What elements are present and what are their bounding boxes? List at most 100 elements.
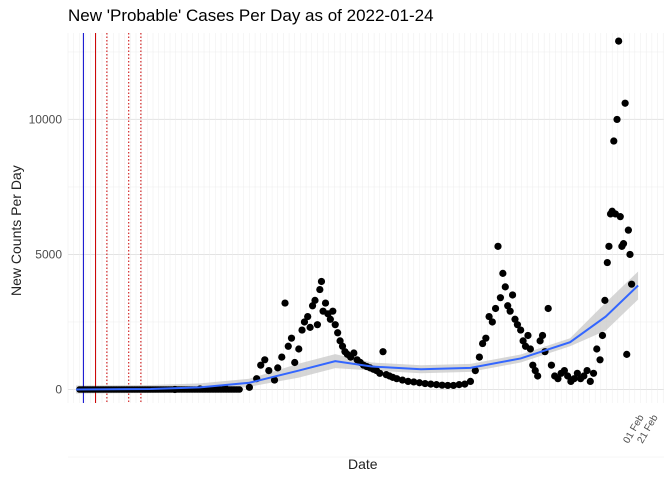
- data-point: [554, 375, 562, 383]
- data-point: [449, 381, 458, 390]
- data-point: [491, 304, 500, 313]
- y-tick-label: 5000: [35, 247, 62, 261]
- data-point: [511, 315, 519, 323]
- data-point: [616, 213, 624, 221]
- data-point: [274, 364, 282, 372]
- data-point: [410, 378, 418, 386]
- data-point: [485, 312, 493, 321]
- data-point: [623, 350, 631, 358]
- data-point: [461, 380, 469, 388]
- plot-panel: [68, 33, 664, 403]
- data-point: [529, 361, 537, 369]
- data-point: [379, 348, 387, 356]
- data-point: [560, 366, 568, 375]
- data-point: [393, 375, 401, 383]
- data-point: [624, 226, 632, 234]
- data-point: [313, 321, 322, 329]
- data-point: [615, 37, 623, 45]
- data-point: [278, 353, 286, 361]
- data-point: [317, 277, 326, 286]
- data-point: [338, 342, 347, 350]
- data-point: [316, 285, 324, 294]
- data-point: [626, 250, 634, 259]
- data-point: [376, 369, 384, 377]
- data-point: [336, 337, 344, 345]
- data-point: [257, 361, 265, 369]
- data-point: [544, 304, 552, 313]
- data-point: [306, 323, 314, 331]
- data-point: [628, 280, 636, 288]
- data-point: [580, 372, 588, 380]
- data-point: [513, 321, 522, 329]
- data-point: [526, 345, 534, 353]
- data-point: [261, 356, 269, 364]
- data-point: [601, 296, 609, 304]
- data-point: [287, 334, 296, 342]
- data-point: [517, 326, 525, 334]
- x-axis-label: Date: [348, 456, 378, 472]
- data-point: [432, 381, 441, 389]
- data-point: [583, 366, 591, 375]
- trend-layer: [76, 284, 639, 391]
- data-point: [547, 361, 556, 369]
- data-point: [519, 337, 527, 345]
- data-point: [570, 375, 578, 383]
- data-point: [171, 385, 179, 394]
- data-point: [427, 380, 435, 388]
- data-point: [438, 381, 446, 389]
- data-point: [311, 296, 319, 304]
- data-point: [270, 376, 279, 384]
- data-point: [538, 331, 547, 340]
- data-point: [295, 345, 303, 353]
- data-point: [466, 377, 475, 385]
- trend-line: [76, 284, 639, 391]
- data-point: [494, 242, 502, 250]
- data-point: [475, 353, 483, 361]
- data-point: [291, 358, 299, 367]
- data-point: [326, 315, 334, 323]
- data-point: [304, 312, 312, 321]
- data-point: [501, 283, 509, 291]
- data-point: [482, 334, 490, 342]
- y-tick-label: 0: [55, 382, 62, 396]
- reference-lines: [82, 33, 142, 403]
- data-point: [593, 345, 601, 353]
- data-point: [586, 377, 594, 385]
- data-point: [421, 379, 429, 388]
- data-point: [524, 331, 532, 340]
- data-point: [506, 307, 514, 315]
- data-point: [621, 99, 629, 107]
- data-point: [404, 377, 412, 385]
- data-point: [596, 356, 604, 364]
- data-point: [331, 321, 339, 329]
- data-point: [245, 383, 253, 391]
- data-point: [221, 384, 229, 392]
- data-point: [350, 349, 358, 357]
- data-point: [488, 318, 496, 326]
- data-point: [504, 302, 512, 310]
- data-point: [564, 372, 572, 380]
- data-point: [300, 318, 309, 326]
- data-point: [298, 326, 306, 334]
- data-point: [619, 240, 628, 248]
- data-point: [536, 337, 544, 345]
- data-point: [308, 302, 317, 310]
- data-point: [531, 366, 539, 375]
- data-point: [471, 366, 479, 375]
- data-point: [329, 307, 337, 315]
- y-ticks: 0 5000 10000: [29, 112, 63, 396]
- data-point: [444, 381, 452, 390]
- data-point: [613, 115, 621, 124]
- data-point: [236, 386, 243, 393]
- data-point: [499, 269, 507, 277]
- data-point: [610, 137, 618, 145]
- data-point: [479, 339, 487, 348]
- data-point: [398, 376, 407, 384]
- data-point: [605, 242, 613, 250]
- data-point: [573, 369, 581, 377]
- data-point: [598, 331, 607, 340]
- data-point: [589, 369, 598, 377]
- chart-title: New 'Probable' Cases Per Day as of 2022-…: [68, 6, 434, 25]
